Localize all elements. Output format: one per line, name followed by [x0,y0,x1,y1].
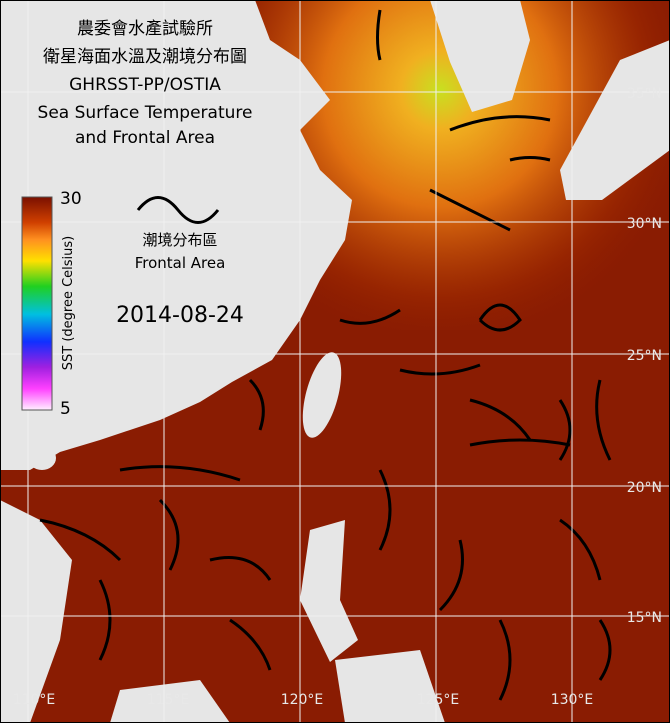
title: 農委會水產試驗所 衛星海面水溫及潮境分布圖 GHRSST-PP/OSTIA Se… [38,19,253,148]
lon-label: 110°E [13,692,56,708]
lon-label: 120°E [281,692,324,708]
legend-zh: 潮境分布區 [142,231,217,249]
legend-en: Frontal Area [135,254,226,272]
colorbar-label: SST (degree Celsius) [61,236,76,371]
lon-label: 115°E [147,692,190,708]
title-line: Sea Surface Temperature [38,103,253,123]
legend-line [136,196,220,224]
colorbar-max: 30 [60,189,82,209]
fronts [39,9,612,701]
lat-label: 20°N [627,480,662,496]
date: 2014-08-24 [116,303,244,328]
lat-labels: 35°N 30°N 25°N 20°N 15°N [627,86,662,626]
title-line: 農委會水產試驗所 [77,19,213,39]
title-line: GHRSST-PP/OSTIA [69,75,221,95]
lon-label: 125°E [417,692,460,708]
lat-label: 15°N [627,610,662,626]
title-line: 衛星海面水溫及潮境分布圖 [43,47,247,67]
title-line: and Frontal Area [75,128,215,148]
lat-label: 35°N [627,86,662,102]
colorbar-min: 5 [60,399,71,419]
lat-label: 25°N [627,348,662,364]
lon-labels: 110°E 115°E 120°E 125°E 130°E [13,692,594,708]
lat-label: 30°N [627,216,662,232]
colorbar [21,196,53,411]
lon-label: 130°E [551,692,594,708]
